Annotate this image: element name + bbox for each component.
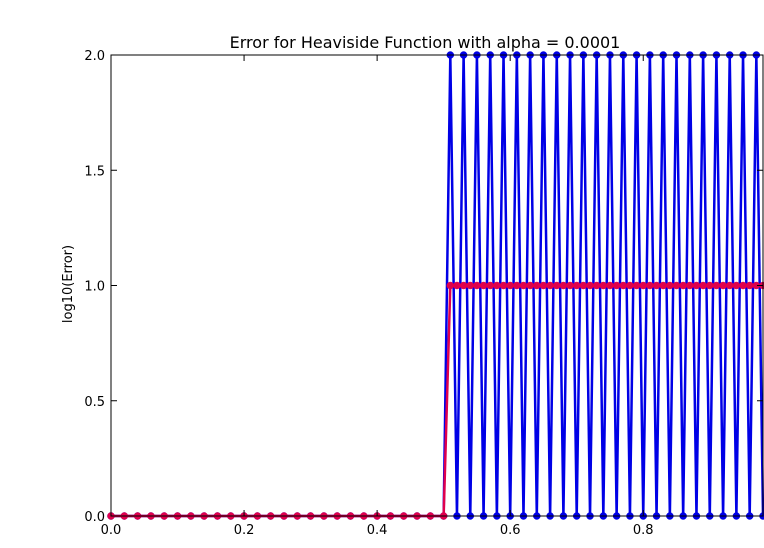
data-point <box>745 281 754 290</box>
y-axis-label: log10(Error) <box>61 245 76 323</box>
data-point <box>546 281 554 290</box>
data-point <box>632 281 641 290</box>
x-tick-label: 0.2 <box>234 523 255 538</box>
data-point <box>466 281 475 290</box>
data-point <box>499 281 508 290</box>
x-tick-label: 0.6 <box>500 523 521 538</box>
data-point <box>559 281 568 290</box>
data-point <box>612 281 621 290</box>
data-point <box>686 281 694 290</box>
data-point <box>739 281 747 290</box>
data-point <box>506 281 514 290</box>
data-point <box>572 281 581 290</box>
data-point <box>672 281 681 290</box>
data-point <box>659 281 667 290</box>
data-point <box>719 281 727 290</box>
data-point <box>533 281 541 290</box>
y-tick-label: 0.5 <box>84 395 105 410</box>
data-point <box>699 281 707 290</box>
data-point <box>479 281 488 290</box>
y-tick-label: 0.0 <box>84 510 105 525</box>
data-point <box>626 281 634 290</box>
data-point <box>619 281 628 290</box>
data-point <box>606 281 614 290</box>
y-tick-label: 1.5 <box>84 164 105 179</box>
y-tick-label: 1.0 <box>84 280 105 295</box>
data-point <box>586 281 594 290</box>
data-point <box>732 281 741 290</box>
data-point <box>473 281 481 290</box>
data-point <box>553 281 561 290</box>
data-point <box>706 281 714 290</box>
y-tick-label: 2.0 <box>84 49 105 64</box>
data-point <box>486 281 494 290</box>
data-point <box>666 281 674 290</box>
data-point <box>679 281 687 290</box>
data-point <box>446 281 455 290</box>
data-point <box>519 281 528 290</box>
data-point <box>712 281 721 290</box>
x-tick-label: 0.4 <box>367 523 388 538</box>
data-point <box>539 281 548 290</box>
data-point <box>566 281 574 290</box>
data-point <box>646 281 654 290</box>
data-point <box>652 281 661 290</box>
data-point <box>493 281 501 290</box>
data-point <box>592 281 601 290</box>
chart-title: Error for Heaviside Function with alpha … <box>230 33 621 52</box>
data-point <box>513 281 521 290</box>
axis-ticks: 0.0 0.2 0.4 0.6 0.8 0.0 0.5 1.0 1.5 2.0 <box>84 49 763 538</box>
data-point <box>725 281 734 290</box>
data-point <box>459 281 468 290</box>
data-point <box>599 281 608 290</box>
data-point <box>692 281 701 290</box>
data-point <box>526 281 534 290</box>
data-point <box>453 281 461 290</box>
data-point <box>639 281 647 290</box>
x-tick-label: 0.8 <box>633 523 654 538</box>
data-point <box>579 281 588 290</box>
x-tick-label: 0.0 <box>101 523 122 538</box>
